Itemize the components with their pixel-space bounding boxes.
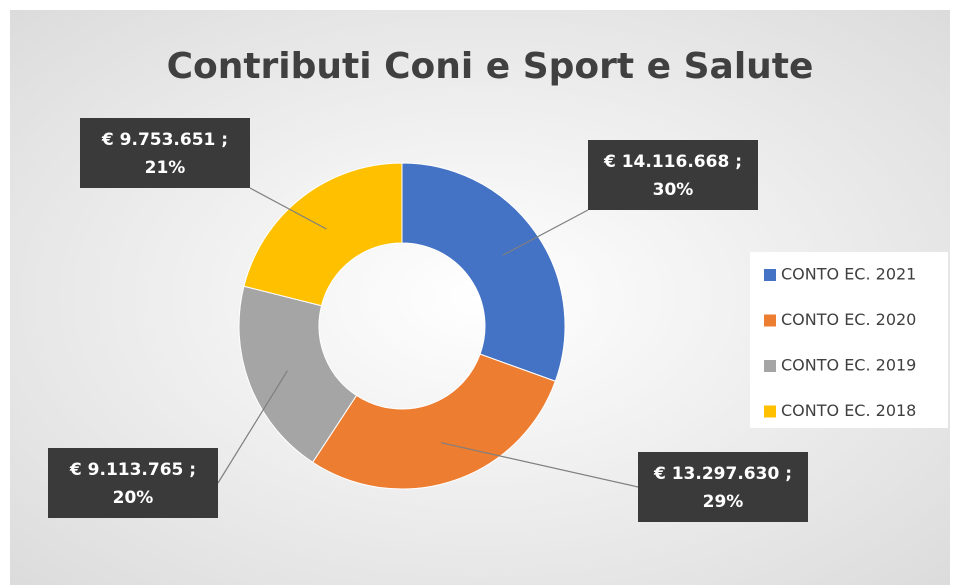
donut-slice (401, 162, 566, 382)
leader-line (440, 442, 639, 488)
leader-line (217, 370, 288, 484)
legend-label: CONTO EC. 2018 (781, 401, 916, 420)
legend-swatch (764, 269, 776, 281)
data-label: € 13.297.630 ; (653, 464, 792, 484)
data-label: € 14.116.668 ; (603, 152, 742, 172)
data-label-box (80, 118, 250, 188)
donut-slice (243, 162, 403, 307)
legend-label: CONTO EC. 2020 (781, 310, 916, 329)
leader-line (502, 209, 589, 256)
data-label-box (588, 140, 758, 210)
legend-label: CONTO EC. 2021 (781, 265, 916, 284)
legend-label: CONTO EC. 2019 (781, 356, 916, 375)
leader-line (249, 187, 327, 230)
data-label: € 9.753.651 ; (101, 130, 228, 150)
data-label-box (48, 448, 218, 518)
legend-box (750, 252, 948, 428)
legend-swatch (764, 360, 776, 372)
legend-swatch (764, 314, 776, 327)
chart-title: Contributi Coni e Sport e Salute (167, 46, 814, 87)
data-label-percent: 21% (145, 158, 186, 178)
data-label-percent: 20% (113, 488, 154, 508)
data-label-percent: 30% (653, 180, 694, 200)
donut-slice (238, 285, 358, 464)
legend-swatch (764, 405, 776, 418)
data-label-percent: 29% (703, 492, 744, 512)
data-label: € 9.113.765 ; (69, 460, 196, 480)
data-label-box (638, 452, 808, 522)
